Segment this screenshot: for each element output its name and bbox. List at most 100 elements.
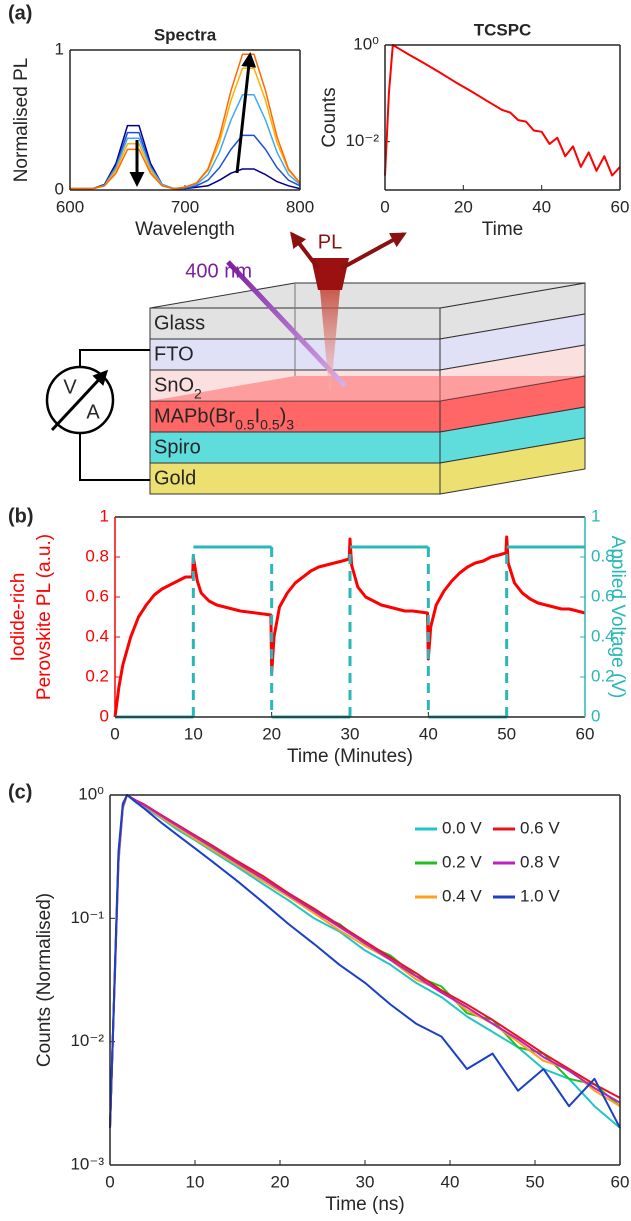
wire — [79, 349, 150, 367]
x-tick-label: 60 — [611, 1172, 630, 1191]
meter-a: A — [86, 401, 100, 423]
series-line — [109, 794, 621, 1128]
layer-label: Spiro — [154, 437, 201, 459]
pl-beam — [320, 290, 340, 390]
label-part: Spiro — [154, 437, 201, 459]
x-tick-label: 0 — [110, 724, 119, 743]
y-tick-label: 1 — [55, 39, 64, 58]
y-axis-label: Iodide-rich — [8, 573, 29, 662]
series-line — [70, 131, 301, 190]
arrow — [235, 52, 257, 174]
series-line — [113, 535, 586, 718]
panel-label: (a) — [8, 2, 32, 24]
legend-label: 0.6 V — [520, 818, 560, 837]
y-axis-label: Counts — [319, 87, 340, 147]
series-line — [109, 794, 621, 1128]
y-tick-label: 0.2 — [85, 666, 109, 685]
y2-tick-label: 0.2 — [591, 666, 615, 685]
x-tick-label: 60 — [576, 724, 595, 743]
x-tick-label: 50 — [526, 1172, 545, 1191]
chart: 0 10 20 30 40 50 60 10⁻³ 10⁻² 10⁻¹ 10⁰ Time (ns) Cou… — [34, 784, 629, 1215]
panel-label: (c) — [8, 781, 32, 803]
legend-label: 0.0 V — [442, 818, 482, 837]
label-part: SnO — [154, 375, 194, 397]
x-tick-label: 50 — [497, 724, 516, 743]
y-tick-label: 10⁻² — [345, 131, 379, 150]
legend-label: 1.0 V — [520, 886, 560, 905]
chart-title: Spectra — [154, 25, 217, 44]
y-tick-label: 0.6 — [85, 586, 109, 605]
chart: TCSPC 0 20 40 60 10⁰ 10⁻² Time Counts — [319, 20, 629, 240]
y-tick-label: 10⁻¹ — [70, 908, 104, 927]
chart-title: TCSPC — [474, 20, 532, 39]
label-part: ) — [280, 406, 287, 428]
chart: Spectra 600 700 800 0 1 Wavelength Normalised P… — [11, 25, 314, 240]
label-part: 2 — [194, 385, 202, 401]
legend-label: 0.4 V — [442, 886, 482, 905]
y-tick-label: 10⁻² — [70, 1031, 104, 1050]
annotations — [129, 52, 407, 270]
laser-beam — [226, 260, 347, 388]
y2-tick-label: 0.4 — [591, 626, 615, 645]
device-diagram: GlassFTOSnO2MAPb(Br0.5I0.5)3SpiroGold400… — [8, 2, 586, 803]
y-tick-label: 1 — [100, 506, 109, 525]
x-axis-label: Wavelength — [135, 219, 235, 240]
layer-label: SnO2 — [154, 375, 202, 401]
label-part: Gold — [154, 468, 196, 490]
series-line — [109, 794, 621, 1129]
y-axis-label: Normalised PL — [11, 58, 32, 183]
legend-label: 0.8 V — [520, 852, 560, 871]
x-tick-label: 30 — [341, 724, 360, 743]
layer-front — [149, 400, 441, 433]
y2-tick-label: 0 — [591, 706, 600, 725]
arrow — [341, 232, 407, 270]
x-tick-label: 60 — [611, 197, 630, 216]
label-part: 3 — [286, 416, 294, 432]
y-tick-label: 0.4 — [85, 626, 109, 645]
series-line — [384, 44, 621, 177]
top-face — [149, 282, 586, 309]
label-part: MAPb(Br — [154, 406, 235, 428]
label-part: I — [255, 406, 261, 428]
series-line — [109, 794, 621, 1129]
x-tick-label: 0 — [380, 197, 389, 216]
x-tick-label: 800 — [286, 197, 314, 216]
meter-arrow — [50, 369, 109, 432]
x-tick-label: 20 — [271, 1172, 290, 1191]
y-axis-label: Counts (Normalised) — [34, 893, 55, 1067]
layer-front — [149, 431, 441, 464]
y2-axis-label: Applied Voltage (V) — [607, 536, 628, 699]
y-tick-label: 10⁰ — [353, 34, 379, 53]
y-tick-label: 0.8 — [85, 546, 109, 565]
y2-tick-label: 1 — [591, 506, 600, 525]
layer-label: FTO — [154, 344, 194, 366]
series-line — [70, 53, 301, 190]
x-tick-label: 40 — [419, 724, 438, 743]
label-part: FTO — [154, 344, 194, 366]
x-tick-label: 700 — [171, 197, 199, 216]
x-axis-label: Time — [482, 219, 524, 240]
layer-label: MAPb(Br0.5I0.5)3 — [154, 406, 294, 432]
panel-label: (b) — [8, 505, 34, 527]
y2-tick-label: 0.6 — [591, 586, 615, 605]
x-tick-label: 600 — [56, 197, 84, 216]
chart: 0 10 20 30 40 50 6000.20.40.60.8100.20.40.60.8… — [8, 506, 628, 767]
wire — [79, 433, 150, 481]
layer-label: Gold — [154, 468, 196, 490]
y-tick-label: 10⁻³ — [70, 1154, 104, 1173]
label-part: 0.5 — [260, 416, 280, 432]
series-line — [70, 124, 301, 190]
layer-label: Glass — [154, 313, 205, 335]
series-line — [109, 794, 621, 1128]
meter-v: V — [63, 376, 77, 398]
label-part: Glass — [154, 313, 205, 335]
x-tick-label: 40 — [532, 197, 551, 216]
pl-label: PL — [318, 231, 342, 253]
legend-label: 0.2 V — [442, 852, 482, 871]
x-tick-label: 20 — [262, 724, 281, 743]
x-tick-label: 30 — [356, 1172, 375, 1191]
y2-tick-label: 0.8 — [591, 546, 615, 565]
x-axis-label: Time (Minutes) — [287, 746, 413, 767]
y-tick-label: 10⁰ — [78, 784, 104, 803]
